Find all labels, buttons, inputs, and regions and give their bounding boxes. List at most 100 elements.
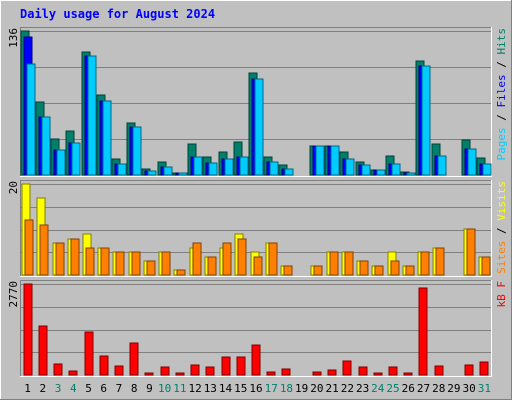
- x-tick-label-day-11: 11: [173, 382, 186, 395]
- bar-kb-f-day-4: [68, 370, 78, 376]
- x-tick-label-day-26: 26: [402, 382, 415, 395]
- panel-max-label: 2770: [7, 281, 20, 308]
- bar-sites-day-16: [253, 256, 263, 276]
- bar-pages-day-27: [421, 65, 431, 176]
- bar-pages-day-4: [71, 142, 81, 176]
- x-tick-label-day-19: 19: [295, 382, 308, 395]
- x-tick-label-day-21: 21: [326, 382, 339, 395]
- bar-pages-day-10: [163, 166, 173, 176]
- bar-kb-f-day-3: [53, 363, 63, 376]
- bar-kb-f-day-25: [388, 366, 398, 376]
- bar-sites-day-22: [344, 251, 354, 276]
- bar-pages-day-3: [56, 149, 66, 176]
- bar-pages-day-9: [147, 170, 157, 176]
- bar-pages-day-2: [41, 116, 51, 176]
- x-tick-label-day-23: 23: [356, 382, 369, 395]
- bar-kb-f-day-11: [175, 372, 185, 376]
- bar-sites-day-25: [390, 260, 400, 276]
- x-tick-label-day-20: 20: [310, 382, 323, 395]
- bar-sites-day-12: [192, 242, 202, 276]
- legend-part: Hits: [495, 28, 508, 55]
- bar-kb-f-day-10: [160, 366, 170, 376]
- bar-kb-f-day-6: [99, 355, 109, 376]
- x-tick-label-day-14: 14: [219, 382, 233, 395]
- bar-pages-day-12: [193, 156, 203, 176]
- bar-kb-f-day-22: [342, 360, 352, 376]
- legend-part: /: [495, 221, 508, 241]
- bar-pages-day-20: [315, 145, 325, 176]
- x-tick-label-day-12: 12: [188, 382, 201, 395]
- bar-sites-day-24: [374, 265, 384, 276]
- bar-pages-day-5: [87, 55, 97, 176]
- bar-pages-day-15: [239, 156, 249, 176]
- legend-part: /: [495, 108, 508, 128]
- x-tick-label-day-7: 7: [116, 382, 123, 395]
- x-axis-tick-labels: 1 2 3 4 5 6 7 8 9 10 11 12 13 14 15 16 17 18 19 20 21 22 23 24 2…: [24, 382, 491, 395]
- x-tick-label-day-5: 5: [85, 382, 92, 395]
- bar-sites-day-27: [420, 251, 430, 276]
- x-tick-label-day-3: 3: [55, 382, 62, 395]
- legend-part: kB F: [495, 281, 508, 308]
- x-tick-label-day-17: 17: [265, 382, 278, 395]
- bar-kb-f-day-2: [38, 325, 48, 376]
- bar-sites-day-14: [222, 242, 232, 276]
- bar-kb-f-day-27: [418, 287, 428, 376]
- bar-pages-day-7: [117, 163, 127, 176]
- bar-kb-f-day-24: [373, 372, 383, 376]
- x-tick-label-day-28: 28: [432, 382, 445, 395]
- bar-sites-day-26: [405, 265, 415, 276]
- bar-sites-day-6: [100, 247, 110, 276]
- panel-legend-label: Sites / Visits: [495, 181, 508, 274]
- x-tick-label-day-15: 15: [234, 382, 247, 395]
- x-tick-label-day-29: 29: [447, 382, 460, 395]
- legend-part: Visits: [495, 181, 508, 221]
- x-tick-label-day-10: 10: [158, 382, 171, 395]
- x-tick-label-day-25: 25: [386, 382, 399, 395]
- x-tick-label-day-18: 18: [280, 382, 293, 395]
- bar-kb-f-day-12: [190, 364, 200, 376]
- bar-sites-day-13: [207, 256, 217, 276]
- x-tick-label-day-22: 22: [341, 382, 354, 395]
- panel-max-label: 136: [7, 28, 20, 48]
- bar-sites-day-23: [359, 260, 369, 276]
- panel-3: 2770 kB F: [7, 280, 508, 377]
- bar-pages-day-13: [208, 162, 218, 176]
- bar-kb-f-day-28: [434, 365, 444, 376]
- bar-pages-day-14: [224, 158, 234, 176]
- legend-part: Pages: [495, 127, 508, 160]
- bar-pages-day-8: [132, 126, 142, 176]
- x-tick-label-day-9: 9: [146, 382, 153, 395]
- x-tick-label-day-8: 8: [131, 382, 138, 395]
- bar-sites-day-9: [146, 260, 156, 276]
- bar-sites-day-8: [131, 251, 141, 276]
- bar-sites-day-11: [176, 269, 186, 276]
- bar-kb-f-day-20: [312, 371, 322, 376]
- bar-kb-f-day-5: [84, 331, 94, 376]
- bar-pages-day-26: [406, 172, 416, 176]
- bar-kb-f-day-8: [129, 342, 139, 376]
- bar-kb-f-day-13: [205, 366, 215, 376]
- bar-sites-day-28: [435, 247, 445, 276]
- panel-1: 136 Pages / Files / Hits: [7, 27, 508, 177]
- bar-sites-day-2: [39, 224, 49, 276]
- bar-kb-f-day-18: [281, 368, 291, 376]
- bar-sites-day-17: [268, 242, 278, 276]
- bar-pages-day-23: [361, 164, 371, 176]
- bar-pages-day-24: [376, 169, 386, 176]
- bar-sites-day-5: [85, 247, 95, 276]
- bar-sites-day-21: [329, 251, 339, 276]
- panel-legend-label: Pages / Files / Hits: [495, 28, 508, 161]
- x-tick-label-day-27: 27: [417, 382, 430, 395]
- bar-kb-f-day-21: [327, 369, 337, 376]
- bar-pages-day-22: [345, 158, 355, 176]
- bar-pages-day-16: [254, 78, 264, 176]
- x-tick-label-day-30: 30: [463, 382, 476, 395]
- bar-sites-day-10: [161, 251, 171, 276]
- bar-pages-day-30: [467, 148, 477, 176]
- bar-sites-day-31: [481, 256, 491, 276]
- bar-pages-day-17: [269, 161, 279, 176]
- bar-kb-f-day-1: [23, 283, 33, 376]
- x-tick-label-day-24: 24: [371, 382, 385, 395]
